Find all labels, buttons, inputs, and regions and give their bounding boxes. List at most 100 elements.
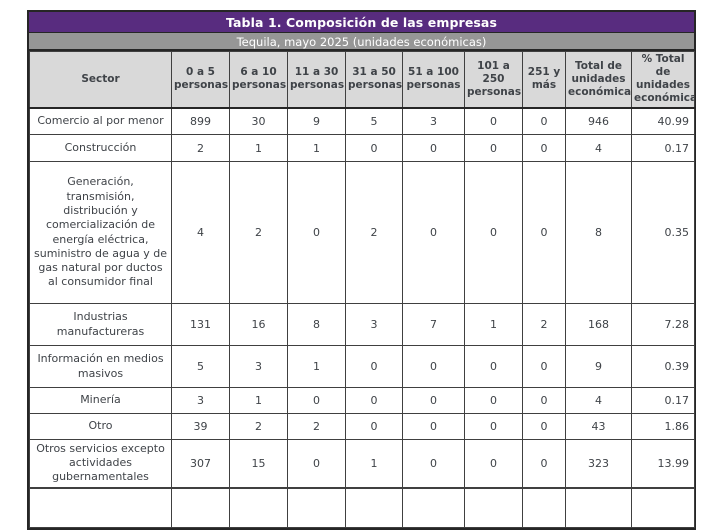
value-cell: 40.99 xyxy=(631,107,695,135)
value-cell: 2 xyxy=(229,161,288,304)
value-cell: 2 xyxy=(345,161,403,304)
value-cell: 1 xyxy=(464,303,523,346)
value-cell: 2 xyxy=(287,413,346,440)
value-cell: 0 xyxy=(402,439,465,488)
value-cell xyxy=(345,486,403,528)
value-cell: 0 xyxy=(464,387,523,414)
value-cell: 131 xyxy=(171,303,230,346)
value-cell: 16 xyxy=(229,303,288,346)
value-cell: 0 xyxy=(402,134,465,162)
value-cell: 0 xyxy=(287,387,346,414)
value-cell: 0 xyxy=(522,345,566,388)
column-header-101-250: 101 a 250 personas xyxy=(464,51,523,109)
value-cell: 8 xyxy=(565,161,632,304)
data-table: Sector 0 a 5 personas 6 a 10 personas 11… xyxy=(29,51,695,528)
value-cell: 5 xyxy=(345,107,403,135)
value-cell: 3 xyxy=(229,345,288,388)
column-header-6-10: 6 a 10 personas xyxy=(229,51,288,109)
value-cell xyxy=(287,486,346,528)
value-cell: 0 xyxy=(402,345,465,388)
value-cell: 2 xyxy=(229,413,288,440)
header-row: Sector 0 a 5 personas 6 a 10 personas 11… xyxy=(29,51,695,109)
value-cell: 0 xyxy=(464,161,523,304)
column-header-total: Total de unidades económicas xyxy=(565,51,632,109)
value-cell: 0 xyxy=(464,439,523,488)
value-cell: 0 xyxy=(522,413,566,440)
value-cell: 1 xyxy=(345,439,403,488)
sector-cell: Información en medios masivos xyxy=(29,345,172,388)
value-cell: 3 xyxy=(345,303,403,346)
value-cell: 0 xyxy=(345,387,403,414)
value-cell: 1 xyxy=(287,345,346,388)
value-cell: 5 xyxy=(171,345,230,388)
value-cell xyxy=(229,486,288,528)
value-cell: 0 xyxy=(522,387,566,414)
value-cell: 4 xyxy=(171,161,230,304)
table-subtitle: Tequila, mayo 2025 (unidades económicas) xyxy=(29,33,694,51)
value-cell: 13.99 xyxy=(631,439,695,488)
value-cell: 30 xyxy=(229,107,288,135)
table-row: Minería 3 1 0 0 0 0 0 4 0.17 xyxy=(29,387,695,414)
value-cell: 0 xyxy=(464,134,523,162)
value-cell: 2 xyxy=(522,303,566,346)
table-row: Otros servicios excepto actividades gube… xyxy=(29,439,695,488)
value-cell xyxy=(402,486,465,528)
table-row: Comercio al por menor 899 30 9 5 3 0 0 946 40.99 xyxy=(29,107,695,135)
value-cell: 0 xyxy=(464,107,523,135)
value-cell: 4 xyxy=(565,387,632,414)
value-cell: 1 xyxy=(229,387,288,414)
sector-cell: Otros servicios excepto actividades gube… xyxy=(29,439,172,488)
value-cell: 0 xyxy=(287,439,346,488)
table-row: Otro 39 2 2 0 0 0 0 43 1.86 xyxy=(29,413,695,440)
value-cell: 1 xyxy=(287,134,346,162)
value-cell: 0 xyxy=(522,134,566,162)
value-cell: 899 xyxy=(171,107,230,135)
value-cell: 0 xyxy=(345,413,403,440)
column-header-31-50: 31 a 50 personas xyxy=(345,51,403,109)
value-cell: 0 xyxy=(402,387,465,414)
value-cell: 323 xyxy=(565,439,632,488)
value-cell: 43 xyxy=(565,413,632,440)
column-header-51-100: 51 a 100 personas xyxy=(402,51,465,109)
value-cell: 4 xyxy=(565,134,632,162)
value-cell: 15 xyxy=(229,439,288,488)
value-cell: 307 xyxy=(171,439,230,488)
value-cell xyxy=(565,486,632,528)
sector-cell: Industrias manufactureras xyxy=(29,303,172,346)
table-row: Información en medios masivos 5 3 1 0 0 0 0 9 0.3… xyxy=(29,345,695,388)
value-cell: 1.86 xyxy=(631,413,695,440)
value-cell: 7.28 xyxy=(631,303,695,346)
value-cell xyxy=(171,486,230,528)
column-header-sector: Sector xyxy=(29,51,172,109)
value-cell: 0 xyxy=(345,345,403,388)
table-row: Industrias manufactureras 131 16 8 3 7 1 2 168 7.… xyxy=(29,303,695,346)
value-cell: 7 xyxy=(402,303,465,346)
composition-table: Tabla 1. Composición de las empresas Teq… xyxy=(27,10,696,530)
sector-cell: Otro xyxy=(29,413,172,440)
value-cell xyxy=(464,486,523,528)
value-cell: 2 xyxy=(171,134,230,162)
value-cell xyxy=(522,486,566,528)
value-cell: 168 xyxy=(565,303,632,346)
value-cell: 0 xyxy=(464,413,523,440)
value-cell: 0 xyxy=(464,345,523,388)
sector-cell: Generación, transmisión, distribución y … xyxy=(29,161,172,304)
column-header-0-5: 0 a 5 personas xyxy=(171,51,230,109)
value-cell: 946 xyxy=(565,107,632,135)
value-cell xyxy=(631,486,695,528)
table-row: Construcción 2 1 1 0 0 0 0 4 0.17 xyxy=(29,134,695,162)
sector-cell: Minería xyxy=(29,387,172,414)
value-cell: 0 xyxy=(287,161,346,304)
value-cell: 0.17 xyxy=(631,134,695,162)
value-cell: 8 xyxy=(287,303,346,346)
sector-cell xyxy=(29,486,172,528)
value-cell: 0 xyxy=(522,107,566,135)
table-header: Sector 0 a 5 personas 6 a 10 personas 11… xyxy=(29,51,695,109)
value-cell: 0.39 xyxy=(631,345,695,388)
column-header-251-mas: 251 y más xyxy=(522,51,566,109)
value-cell: 1 xyxy=(229,134,288,162)
value-cell: 0 xyxy=(402,161,465,304)
value-cell: 9 xyxy=(287,107,346,135)
value-cell: 9 xyxy=(565,345,632,388)
sector-cell: Comercio al por menor xyxy=(29,107,172,135)
